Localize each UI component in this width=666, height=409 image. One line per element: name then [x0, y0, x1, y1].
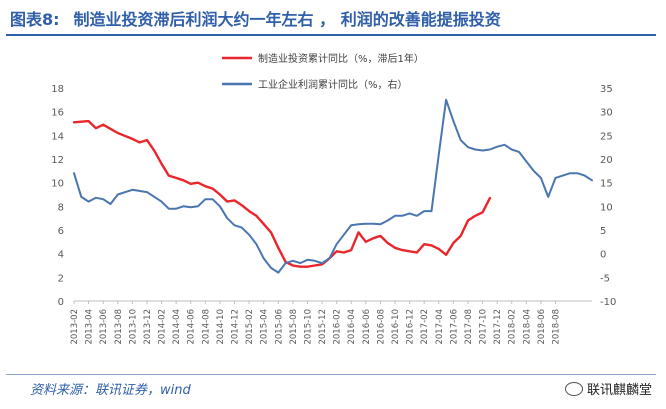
watermark: 联讯麒麟堂 [564, 379, 652, 398]
x-tick-label: 2017-06 [449, 309, 459, 345]
x-tick-label: 2017-08 [464, 309, 474, 345]
right-tick-label: 5 [600, 226, 606, 237]
left-tick-label: 10 [51, 179, 64, 190]
right-tick-label: 25 [600, 131, 613, 142]
chart-title: 制造业投资滞后利润大约一年左右 ， 利润的改善能提振投资 [73, 10, 501, 29]
line-chart: 0 2 4 6 8 10 12 14 16 18 -10 -5 0 5 10 15 20 25 30 35 2013… [51, 52, 616, 345]
left-tick-label: 8 [58, 202, 64, 213]
x-tick-label: 2015-06 [274, 309, 284, 345]
left-tick-label: 6 [58, 226, 64, 237]
chart-heading: 图表8: 制造业投资滞后利润大约一年左右 ， 利润的改善能提振投资 [10, 6, 501, 30]
x-tick-label: 2013-08 [114, 309, 124, 345]
x-tick-label: 2013-06 [99, 309, 109, 345]
x-tick-label: 2013-02 [70, 309, 80, 345]
x-tick-label: 2016-08 [376, 309, 386, 345]
x-tick-label: 2013-10 [128, 309, 138, 345]
x-tick-label: 2016-02 [333, 309, 343, 345]
x-tick-label: 2015-08 [289, 309, 299, 345]
left-tick-label: 18 [51, 84, 64, 95]
right-tick-label: 10 [600, 202, 613, 213]
x-tick-label: 2016-12 [406, 309, 416, 345]
x-tick-label: 2018-04 [522, 309, 532, 345]
right-tick-label: -5 [600, 273, 610, 284]
left-axis: 0 2 4 6 8 10 12 14 16 18 [51, 84, 64, 308]
x-tick-label: 2014-08 [201, 309, 211, 345]
footer-rule [6, 374, 656, 375]
x-tick-label: 2017-02 [420, 309, 430, 345]
x-tick-label: 2014-10 [216, 309, 226, 345]
figure-label: 图表8: [10, 10, 60, 29]
x-tick-label: 2016-10 [391, 309, 401, 345]
series-line-investment [72, 119, 492, 268]
title-rule [6, 34, 656, 36]
right-tick-label: 0 [600, 250, 606, 261]
x-tick-label: 2014-12 [231, 309, 241, 345]
right-tick-label: 35 [600, 84, 613, 95]
series-layer [72, 98, 593, 274]
x-tick-label: 2014-02 [158, 309, 168, 345]
x-tick-label: 2018-06 [537, 309, 547, 345]
watermark-text: 联讯麒麟堂 [586, 383, 652, 398]
x-tick-label: 2016-06 [362, 309, 372, 345]
x-tick-label: 2015-04 [260, 309, 270, 345]
x-tick-label: 2015-02 [245, 309, 255, 345]
left-tick-label: 14 [51, 131, 64, 142]
legend-label: 制造业投资累计同比（%，滞后1年） [258, 52, 424, 65]
x-tick-label: 2018-02 [508, 309, 518, 345]
left-tick-label: 0 [58, 297, 64, 308]
left-tick-label: 4 [58, 250, 64, 261]
left-tick-label: 16 [51, 108, 64, 119]
x-tick-label: 2014-06 [187, 309, 197, 345]
x-tick-label: 2016-04 [347, 309, 357, 345]
x-tick-label: 2013-04 [85, 309, 95, 345]
x-tick-label: 2017-10 [479, 309, 489, 345]
x-tick-label: 2017-04 [435, 309, 445, 345]
wechat-icon [564, 381, 583, 396]
right-axis: -10 -5 0 5 10 15 20 25 30 35 [600, 84, 616, 308]
x-tick-label: 2015-12 [318, 309, 328, 345]
right-tick-label: -10 [600, 297, 616, 308]
right-tick-label: 20 [600, 155, 613, 166]
x-tick-label: 2013-12 [143, 309, 153, 345]
series-line-profit [73, 98, 593, 274]
x-tick-label: 2018-08 [552, 309, 562, 345]
x-tick-label: 2014-04 [172, 309, 182, 345]
source-note: 资料来源：联讯证券，wind [30, 383, 191, 398]
left-tick-label: 12 [51, 155, 64, 166]
x-tick-label: 2017-12 [493, 309, 503, 345]
left-tick-label: 2 [58, 273, 64, 284]
legend: 制造业投资累计同比（%，滞后1年） 工业企业利润累计同比（%，右） [222, 52, 424, 91]
x-tick-label: 2015-10 [303, 309, 313, 345]
x-axis: 2013-02 2013-04 2013-06 2013-08 2013-10 2013-… [70, 300, 592, 345]
right-tick-label: 15 [600, 179, 613, 190]
legend-label: 工业企业利润累计同比（%，右） [258, 78, 408, 91]
right-tick-label: 30 [600, 108, 613, 119]
